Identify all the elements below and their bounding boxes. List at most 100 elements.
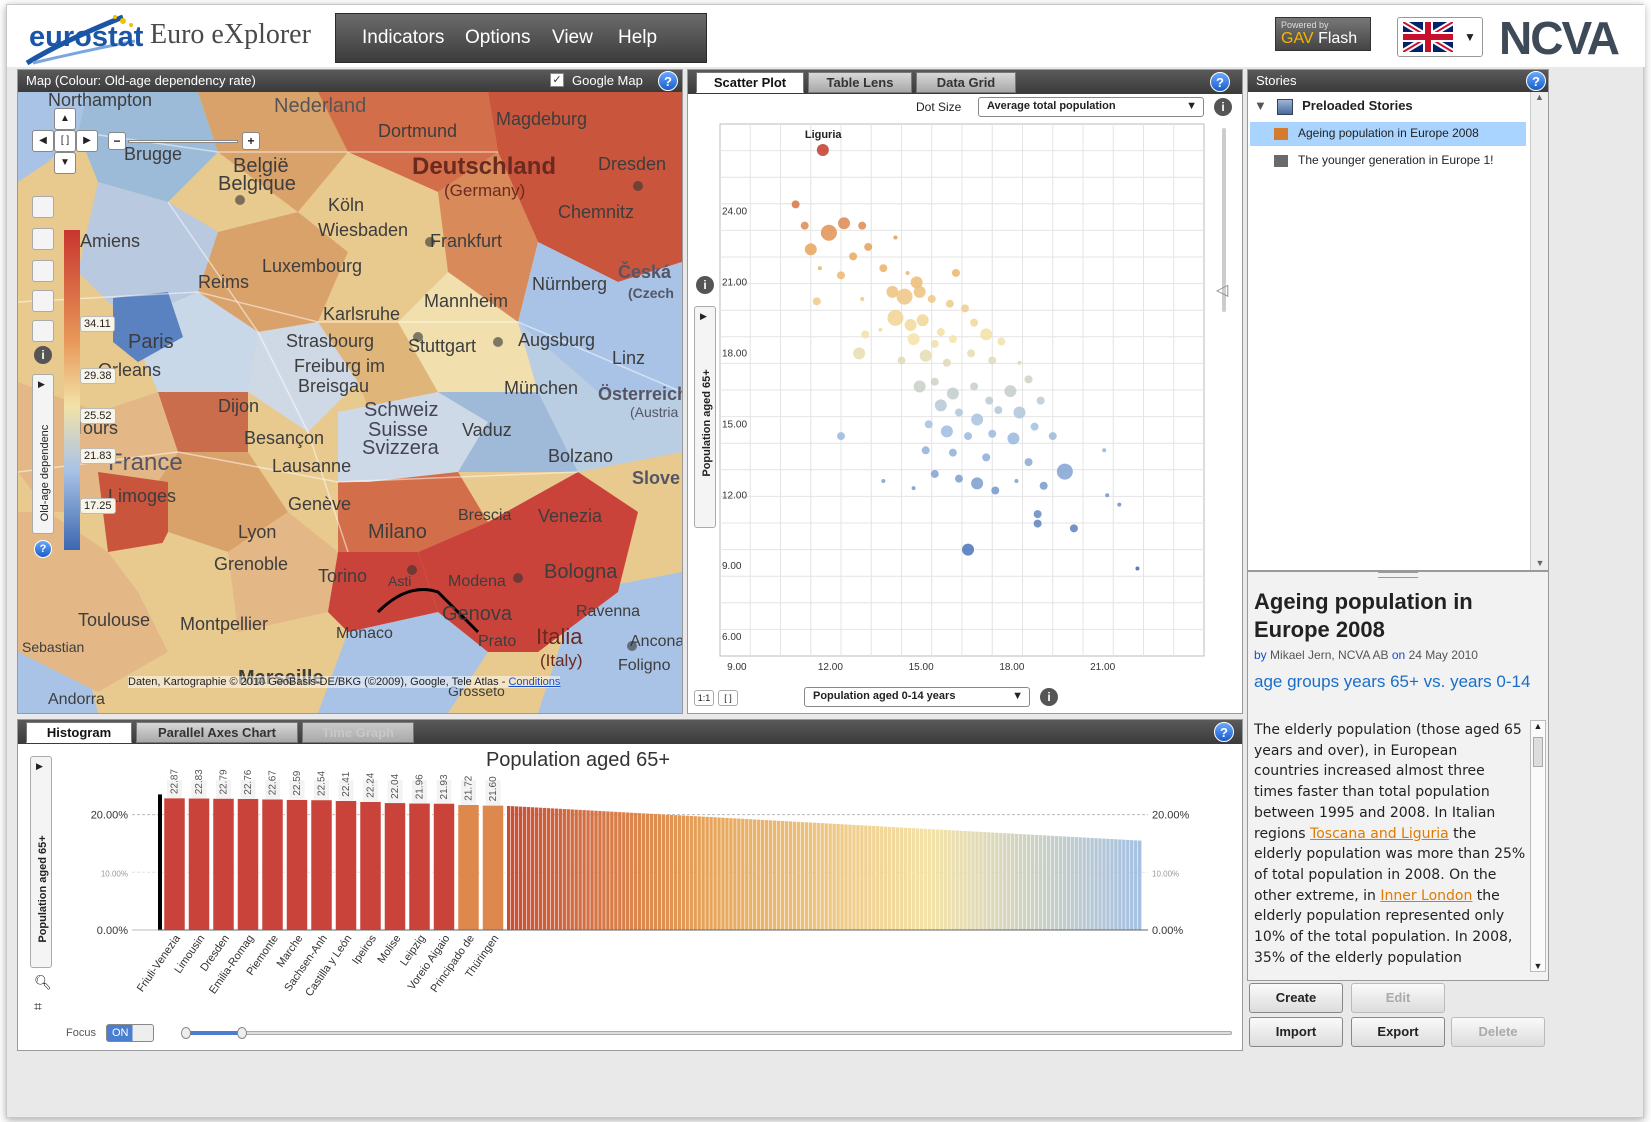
google-map-checkbox[interactable]: ✓ (550, 73, 564, 87)
tab-scatter-plot[interactable]: Scatter Plot (696, 72, 804, 93)
move-icon[interactable] (32, 196, 54, 218)
histogram-bar-tail (1134, 840, 1138, 930)
zoom-out-icon[interactable]: − (108, 132, 126, 150)
pan-down-icon[interactable]: ▼ (54, 152, 76, 174)
menu-indicators[interactable]: Indicators (362, 27, 445, 48)
import-button[interactable]: Import (1249, 1017, 1343, 1047)
histogram-bar-tail (578, 809, 582, 930)
scatter-point (988, 429, 997, 438)
menu-options[interactable]: Options (465, 27, 531, 48)
tab-table-lens[interactable]: Table Lens (808, 72, 912, 93)
powered-by-badge[interactable]: Powered by GAV Flash (1275, 17, 1371, 51)
histogram-help-icon[interactable]: ? (1214, 722, 1234, 742)
scroll-down-icon[interactable]: ▼ (1535, 558, 1545, 568)
app-title: Euro eXplorer (150, 19, 311, 50)
tools-icon[interactable] (32, 228, 54, 250)
scroll-up-icon[interactable]: ▲ (1535, 92, 1544, 102)
reset-view-icon[interactable]: [ ] (54, 130, 76, 152)
histogram-bar (163, 797, 186, 931)
legend-value: 21.83 (80, 448, 116, 464)
legend-help-icon[interactable]: ? (34, 540, 52, 558)
zoom-in-icon[interactable]: + (242, 132, 260, 150)
info-icon[interactable]: i (34, 346, 52, 364)
histogram-bar-tail (772, 820, 777, 930)
histogram-bar-tail (836, 824, 840, 930)
expand-arrow-icon[interactable]: ▶ (36, 761, 43, 771)
story-link[interactable]: Inner London (1380, 887, 1473, 904)
zoom-fit-button[interactable]: [ ] (718, 690, 738, 706)
scroll-up-icon[interactable]: ▲ (1533, 721, 1543, 731)
y-tick-label: 20.00% (91, 810, 129, 822)
edit-button[interactable]: Edit (1351, 983, 1445, 1013)
dot-size-select[interactable]: Average total population ▼ (978, 97, 1204, 117)
expand-arrow-icon[interactable]: ▶ (38, 379, 45, 389)
scatter-plot[interactable]: 9.00 12.00 15.00 18.00 21.00 6.00 9.00 12.00 15.… (688, 94, 1242, 684)
range-handle-left[interactable] (181, 1027, 191, 1039)
dot-size-slider[interactable] (1222, 128, 1226, 312)
header: eurostat Euro eXplorer Indicators Option… (7, 5, 1645, 67)
chevron-down-icon: ▼ (1186, 100, 1197, 112)
range-handle-right[interactable] (237, 1027, 247, 1039)
chart-icon[interactable] (32, 260, 54, 282)
scatter-point (1117, 502, 1122, 507)
info-icon[interactable]: i (1214, 98, 1232, 116)
eurostat-swoosh-icon (25, 14, 136, 65)
scatter-point (1030, 422, 1039, 431)
story-list-item[interactable]: The younger generation in Europe 1! (1274, 153, 1526, 167)
stories-help-icon[interactable]: ? (1526, 71, 1546, 91)
tab-data-grid[interactable]: Data Grid (916, 72, 1016, 93)
pan-left-icon[interactable]: ◀ (32, 130, 54, 152)
focus-toggle[interactable]: ON (106, 1024, 154, 1042)
histogram-bar (335, 800, 357, 931)
crop-icon[interactable]: ⌗ (34, 998, 42, 1014)
export-button[interactable]: Export (1351, 1017, 1445, 1047)
info-icon[interactable]: i (696, 276, 714, 294)
expand-arrow-icon[interactable]: ▶ (700, 311, 707, 321)
label-backdrop (191, 780, 207, 799)
resize-grip[interactable] (1378, 572, 1418, 578)
palette-icon[interactable] (32, 320, 54, 342)
map-help-icon[interactable]: ? (658, 71, 678, 91)
info-icon[interactable]: i (1040, 688, 1058, 706)
histogram-chart[interactable]: Population aged 65+ 0.00% 0.00% 10.00% 10.00… (58, 744, 1242, 1014)
conditions-link[interactable]: Conditions (508, 676, 561, 688)
y-tick-label-right: 0.00% (1152, 925, 1183, 937)
stories-scrollbar[interactable]: ▲ ▼ (1530, 92, 1548, 570)
scatter-point (837, 271, 845, 280)
x-axis-select[interactable]: Population aged 0-14 years ▼ (804, 687, 1030, 707)
y-axis-selector[interactable]: ▶ Population aged 65+ (694, 306, 716, 528)
scatter-help-icon[interactable]: ? (1210, 72, 1230, 92)
story-list-item-selected[interactable] (1250, 122, 1526, 146)
tab-parallel-axes[interactable]: Parallel Axes Chart (136, 722, 298, 743)
menu-help[interactable]: Help (618, 27, 658, 48)
story-list-item[interactable]: Ageing population in Europe 2008 (1274, 126, 1479, 140)
story-body: The elderly population (those aged 65 ye… (1254, 720, 1526, 970)
scroll-thumb[interactable] (1533, 737, 1543, 767)
attribution-text: Daten, Kartographie © 2010 GeoBasis-DE/B… (128, 676, 506, 688)
histogram-bar-tail (661, 814, 666, 930)
choropleth-map[interactable]: Northampton Nederland Dortmund Magdeburg… (18, 92, 682, 713)
story-scrollbar[interactable]: ▲ ▼ (1530, 720, 1546, 972)
scatter-point (954, 474, 963, 483)
story-body-text: The elderly population (those aged 65 ye… (1254, 722, 1522, 842)
scatter-point (816, 144, 829, 157)
zoom-icon[interactable]: 🔍︎ (34, 974, 52, 990)
menu-view[interactable]: View (552, 27, 593, 48)
range-slider[interactable] (186, 1031, 1232, 1035)
pan-right-icon[interactable]: ▶ (76, 130, 98, 152)
preloaded-stories-folder[interactable]: ▼ Preloaded Stories (1254, 98, 1413, 115)
histogram-axis-selector[interactable]: ▶ Population aged 65+ (30, 756, 52, 968)
story-link[interactable]: Toscana and Liguria (1310, 825, 1449, 842)
zoom-1to1-button[interactable]: 1:1 (694, 690, 714, 706)
zoom-slider[interactable] (128, 140, 238, 143)
pan-up-icon[interactable]: ▲ (54, 108, 76, 130)
create-button[interactable]: Create (1249, 983, 1343, 1013)
list-icon[interactable] (32, 290, 54, 312)
histogram-bar-tail (554, 808, 558, 930)
histogram-bar-tail (1018, 834, 1023, 930)
tab-time-graph[interactable]: Time Graph (302, 722, 414, 743)
delete-button[interactable]: Delete (1451, 1017, 1545, 1047)
scroll-down-icon[interactable]: ▼ (1533, 961, 1543, 971)
tab-histogram[interactable]: Histogram (26, 722, 132, 743)
slider-handle-icon[interactable]: ◁ (1216, 282, 1229, 299)
